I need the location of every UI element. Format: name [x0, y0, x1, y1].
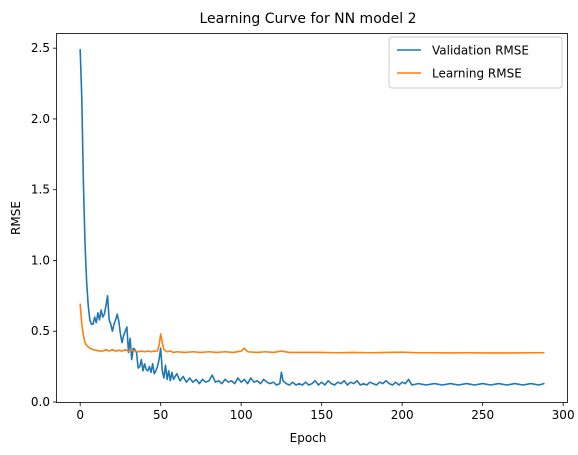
y-axis-label: RMSE: [9, 201, 23, 235]
y-tick-label: 2.0: [31, 112, 50, 126]
y-tick-label: 0.0: [31, 395, 50, 409]
x-tick-label: 50: [153, 408, 168, 422]
y-tick-label: 1.0: [31, 253, 50, 267]
x-tick-label: 0: [76, 408, 84, 422]
x-axis-ticks: 0 50 100 150 200 250 300: [76, 402, 575, 422]
plot-lines: [79, 48, 545, 386]
plot-frame: [56, 33, 568, 403]
legend-label-validation: Validation RMSE: [432, 44, 529, 58]
x-tick-label: 300: [552, 408, 575, 422]
y-tick-label: 0.5: [31, 324, 50, 338]
y-tick-label: 2.5: [31, 41, 50, 55]
y-axis-ticks: 0.0 0.5 1.0 1.5 2.0 2.5: [31, 41, 57, 409]
y-tick-label: 1.5: [31, 183, 50, 197]
legend-label-learning: Learning RMSE: [432, 67, 522, 81]
x-axis-label: Epoch: [290, 431, 327, 445]
series-line-learning-rmse: [79, 303, 545, 354]
chart-title: Learning Curve for NN model 2: [199, 11, 416, 27]
series-line-validation-rmse: [79, 48, 545, 386]
x-tick-label: 250: [471, 408, 494, 422]
x-tick-label: 150: [310, 408, 333, 422]
legend-box: [388, 36, 563, 89]
x-tick-label: 200: [391, 408, 414, 422]
legend: Validation RMSE Learning RMSE: [388, 36, 563, 89]
x-tick-label: 100: [230, 408, 253, 422]
